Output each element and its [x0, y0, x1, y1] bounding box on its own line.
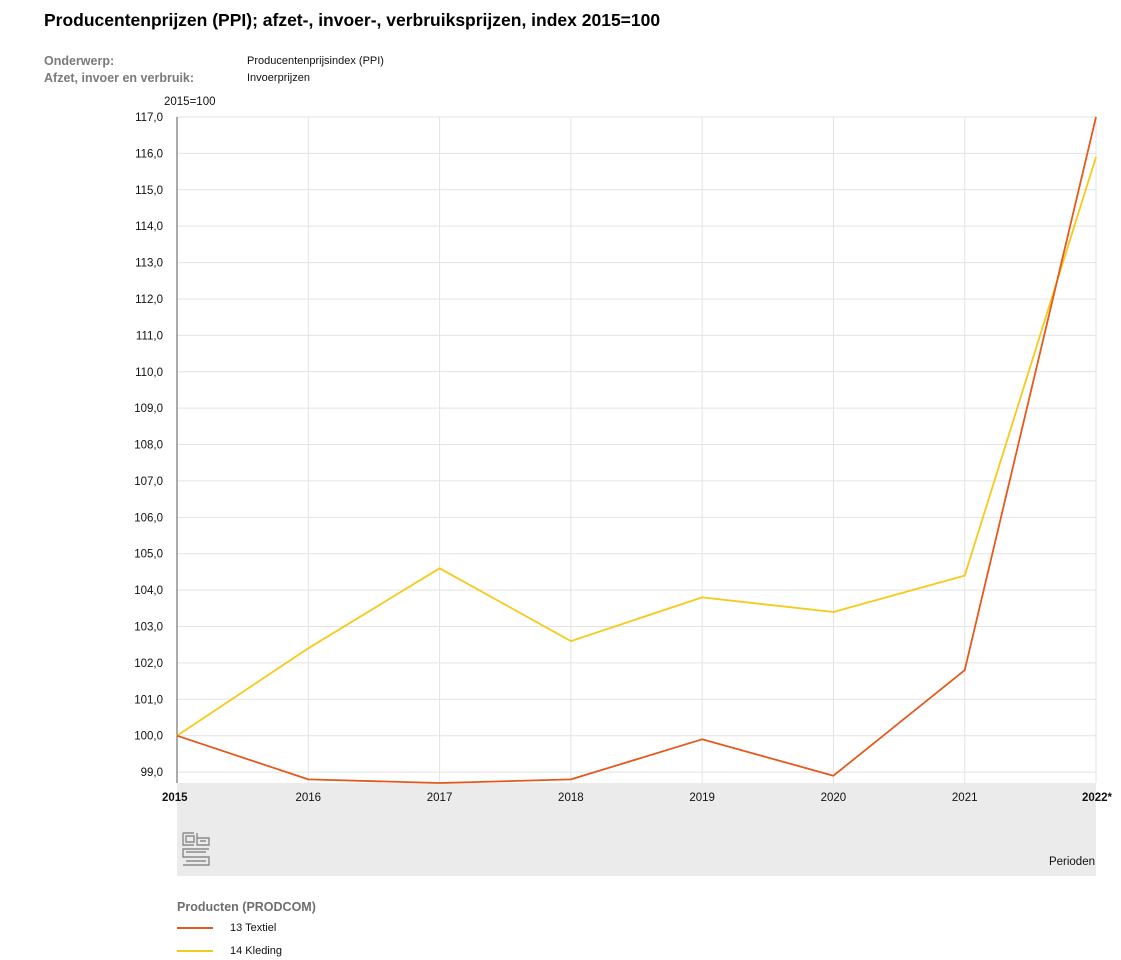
meta-label-afzet: Afzet, invoer en verbruik: — [44, 71, 195, 85]
y-tick-label: 114,0 — [135, 221, 163, 233]
legend-label-kleding: 14 Kleding — [230, 945, 282, 957]
x-tick-label: 2022* — [1082, 792, 1113, 804]
legend-title: Producten (PRODCOM) — [177, 900, 316, 914]
y-tick-label: 113,0 — [135, 258, 163, 270]
x-tick-label: 2015 — [162, 792, 188, 804]
line-chart: 99,0 100,0 101,0 102,0 103,0 104,0 105,0 106,0 1… — [134, 96, 1113, 876]
x-axis-band — [177, 783, 1096, 876]
y-tick-label: 104,0 — [134, 585, 163, 597]
y-tick-label: 103,0 — [134, 622, 163, 634]
y-tick-label: 105,0 — [134, 549, 163, 561]
y-axis-unit-label: 2015=100 — [164, 96, 216, 108]
y-tick-label: 101,0 — [134, 694, 163, 706]
x-tick-label: 2019 — [689, 792, 715, 804]
x-tick-label: 2018 — [558, 792, 584, 804]
series-lines — [176, 116, 1097, 784]
y-tick-label: 106,0 — [134, 512, 163, 524]
meta-label-onderwerp: Onderwerp: — [44, 54, 115, 68]
y-tick-label: 99,0 — [141, 767, 163, 779]
x-tick-label: 2020 — [821, 792, 847, 804]
y-axis-ticks: 99,0 100,0 101,0 102,0 103,0 104,0 105,0 106,0 1… — [134, 112, 163, 779]
meta-value-onderwerp: Producentenprijsindex (PPI) — [247, 55, 384, 67]
y-tick-label: 112,0 — [135, 294, 163, 306]
legend-item-textiel[interactable]: 13 Textiel — [177, 921, 276, 935]
legend-item-kleding[interactable]: 14 Kleding — [177, 944, 282, 958]
legend-swatch-kleding — [177, 950, 213, 952]
y-tick-label: 100,0 — [134, 731, 163, 743]
y-tick-label: 111,0 — [136, 330, 163, 342]
y-tick-label: 117,0 — [135, 112, 163, 124]
series-line-13-textiel — [176, 116, 1097, 784]
x-axis-ticks: 2015 2016 2017 2018 2019 2020 2021 2022* — [162, 792, 1113, 804]
series-line-14-kleding — [176, 156, 1097, 737]
meta-value-afzet: Invoerprijzen — [247, 72, 310, 84]
y-tick-label: 108,0 — [134, 440, 163, 452]
cbs-logo-icon — [182, 832, 210, 866]
y-tick-label: 116,0 — [135, 148, 163, 160]
vertical-gridlines — [307, 117, 1097, 783]
legend-label-textiel: 13 Textiel — [230, 922, 277, 934]
horizontal-gridlines — [177, 116, 1096, 773]
x-tick-label: 2017 — [427, 792, 453, 804]
y-tick-label: 110,0 — [135, 367, 163, 379]
x-axis-label: Perioden — [1049, 856, 1095, 868]
y-tick-label: 102,0 — [134, 658, 163, 670]
x-tick-label: 2021 — [952, 792, 978, 804]
y-tick-label: 109,0 — [134, 403, 163, 415]
page-title: Producentenprijzen (PPI); afzet-, invoer… — [44, 10, 661, 30]
y-tick-label: 107,0 — [134, 476, 163, 488]
x-tick-label: 2016 — [295, 792, 321, 804]
legend-swatch-textiel — [177, 927, 213, 929]
y-tick-label: 115,0 — [135, 185, 163, 197]
